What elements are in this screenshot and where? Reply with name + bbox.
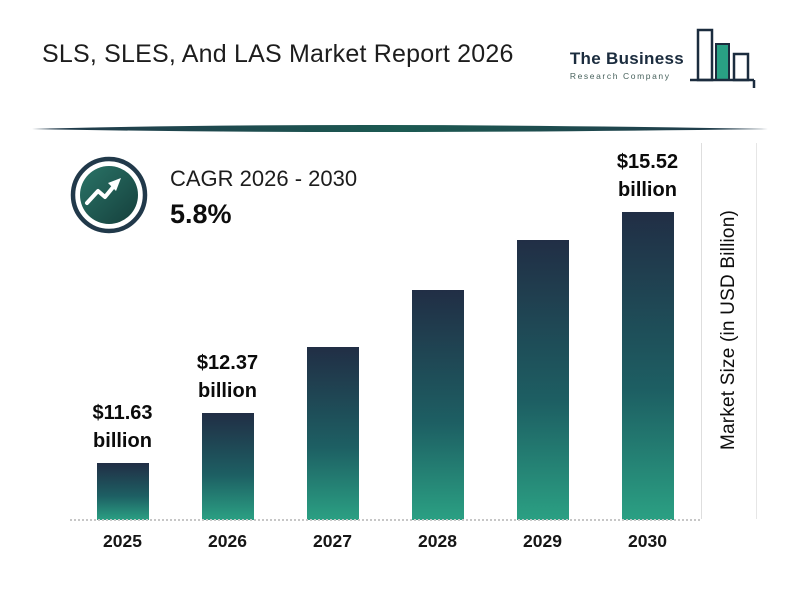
bar-column: $12.37 billion (175, 140, 280, 520)
bar-column (490, 140, 595, 520)
x-axis-labels: 2025 2026 2027 2028 2029 2030 (70, 531, 700, 552)
bar-column (385, 140, 490, 520)
bar-2028 (411, 290, 464, 520)
right-border-line (756, 143, 757, 519)
y-axis-line (701, 143, 702, 519)
y-axis-label: Market Size (in USD Billion) (718, 210, 739, 450)
bar-value-label: $12.37 billion (196, 352, 259, 402)
cagr-value: 5.8% (170, 199, 232, 229)
logo-text: The Business Research Company (570, 49, 684, 81)
company-logo: The Business Research Company (570, 24, 758, 92)
logo-subname: Research Company (569, 71, 671, 81)
cagr-label: CAGR 2026 - 2030 (170, 166, 358, 191)
page-title: SLS, SLES, And LAS Market Report 2026 (42, 40, 514, 68)
y-axis-label-wrap: Market Size (in USD Billion) (703, 140, 755, 520)
x-axis-label: 2028 (418, 531, 457, 551)
bar-column: $11.63 billion (70, 140, 175, 520)
bar-value-label: $15.52 billion (616, 151, 679, 201)
bar-column: $15.52 billion (595, 140, 700, 520)
divider-line (32, 125, 768, 132)
bar-value-label: $11.63 billion (92, 402, 153, 452)
bar-2025 (96, 463, 149, 520)
x-axis-label: 2026 (208, 531, 247, 551)
logo-bars-icon (690, 28, 756, 88)
bar-2027 (306, 347, 359, 520)
x-axis-label: 2027 (313, 531, 352, 551)
growth-arrow-icon (70, 156, 148, 234)
logo-name: The Business (569, 49, 684, 68)
x-axis-label: 2025 (103, 531, 142, 551)
bar-column (280, 140, 385, 520)
x-axis-label: 2029 (523, 531, 562, 551)
x-axis-label: 2030 (628, 531, 667, 551)
cagr-text: CAGR 2026 - 2030 5.8% (170, 166, 357, 230)
bar-2030 (621, 212, 674, 520)
cagr-block: CAGR 2026 - 2030 5.8% (70, 156, 357, 234)
chart-baseline (70, 519, 700, 521)
bar-2029 (516, 240, 569, 520)
bar-chart: $11.63 billion $12.37 billion $15.52 billion (70, 140, 700, 520)
bar-2026 (201, 413, 254, 520)
